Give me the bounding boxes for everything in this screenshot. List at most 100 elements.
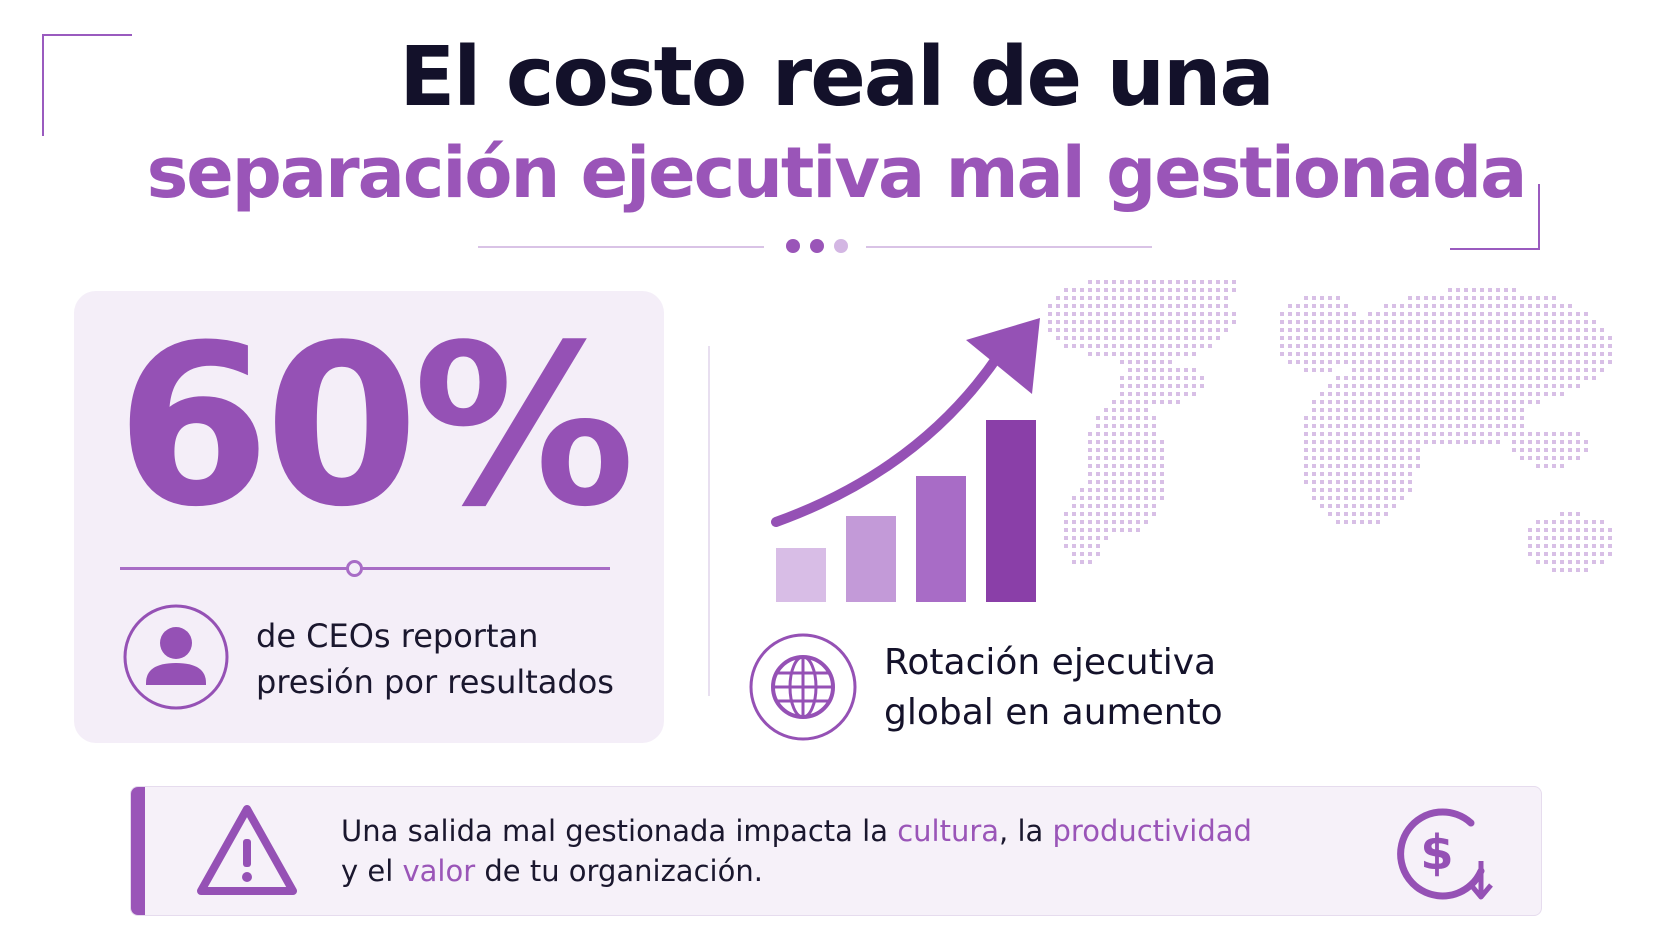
map-dot [1184, 352, 1188, 356]
map-dot [1096, 312, 1100, 316]
map-dot [1152, 472, 1156, 476]
growth-bar-3 [916, 476, 966, 602]
map-dot [1592, 336, 1596, 340]
map-dot [1096, 520, 1100, 524]
map-dot [1408, 424, 1412, 428]
map-dot [1480, 320, 1484, 324]
map-dot [1176, 336, 1180, 340]
map-dot [1112, 440, 1116, 444]
map-dot [1176, 400, 1180, 404]
map-dot [1136, 472, 1140, 476]
map-dot [1560, 320, 1564, 324]
map-dot [1552, 560, 1556, 564]
map-dot [1424, 360, 1428, 364]
map-dot [1440, 392, 1444, 396]
map-dot [1072, 496, 1076, 500]
map-dot [1224, 312, 1228, 316]
map-dot [1400, 344, 1404, 348]
map-dot [1528, 448, 1532, 452]
map-dot [1384, 384, 1388, 388]
map-dot [1552, 384, 1556, 388]
map-dot [1096, 296, 1100, 300]
map-dot [1152, 488, 1156, 492]
map-dot [1128, 472, 1132, 476]
map-dot [1520, 328, 1524, 332]
map-dot [1480, 384, 1484, 388]
map-dot [1408, 448, 1412, 452]
map-dot [1408, 304, 1412, 308]
map-dot [1352, 504, 1356, 508]
map-dot [1080, 496, 1084, 500]
map-dot [1104, 312, 1108, 316]
map-dot [1360, 360, 1364, 364]
map-dot [1360, 352, 1364, 356]
map-dot [1096, 512, 1100, 516]
map-dot [1120, 480, 1124, 484]
map-dot [1568, 320, 1572, 324]
map-dot [1480, 296, 1484, 300]
map-dot [1376, 464, 1380, 468]
map-dot [1304, 480, 1308, 484]
map-dot [1424, 296, 1428, 300]
map-dot [1456, 288, 1460, 292]
map-dot [1136, 456, 1140, 460]
map-dot [1472, 304, 1476, 308]
map-dot [1344, 408, 1348, 412]
map-dot [1408, 480, 1412, 484]
map-dot [1112, 416, 1116, 420]
map-dot [1192, 352, 1196, 356]
divider-line-right [866, 246, 1152, 248]
map-dot [1360, 336, 1364, 340]
map-dot [1536, 448, 1540, 452]
map-dot [1152, 416, 1156, 420]
map-dot [1504, 376, 1508, 380]
map-dot [1336, 472, 1340, 476]
map-dot [1496, 424, 1500, 428]
map-dot [1288, 344, 1292, 348]
map-dot [1400, 472, 1404, 476]
globe-icon [749, 633, 857, 741]
map-dot [1128, 432, 1132, 436]
map-dot [1392, 464, 1396, 468]
map-dot [1288, 320, 1292, 324]
map-dot [1120, 328, 1124, 332]
map-dot [1368, 400, 1372, 404]
map-dot [1216, 320, 1220, 324]
map-dot [1416, 408, 1420, 412]
map-dot [1344, 320, 1348, 324]
map-dot [1400, 352, 1404, 356]
map-dot [1520, 352, 1524, 356]
map-dot [1504, 296, 1508, 300]
map-dot [1480, 416, 1484, 420]
map-dot [1328, 296, 1332, 300]
map-dot [1408, 312, 1412, 316]
map-dot [1376, 392, 1380, 396]
map-dot [1280, 312, 1284, 316]
map-dot [1608, 544, 1612, 548]
map-dot [1504, 312, 1508, 316]
map-dot [1384, 392, 1388, 396]
map-dot [1400, 304, 1404, 308]
map-dot [1328, 512, 1332, 516]
map-dot [1168, 400, 1172, 404]
map-dot [1344, 496, 1348, 500]
map-dot [1448, 288, 1452, 292]
map-dot [1104, 528, 1108, 532]
map-dot [1336, 488, 1340, 492]
map-dot [1072, 504, 1076, 508]
map-dot [1536, 304, 1540, 308]
map-dot [1560, 568, 1564, 572]
map-dot [1360, 440, 1364, 444]
map-dot [1104, 536, 1108, 540]
map-dot [1568, 432, 1572, 436]
map-dot [1360, 448, 1364, 452]
map-dot [1512, 320, 1516, 324]
map-dot [1312, 432, 1316, 436]
map-dot [1376, 456, 1380, 460]
map-dot [1480, 352, 1484, 356]
map-dot [1088, 328, 1092, 332]
map-dot [1088, 488, 1092, 492]
map-dot [1128, 496, 1132, 500]
map-dot [1208, 312, 1212, 316]
map-dot [1112, 520, 1116, 524]
